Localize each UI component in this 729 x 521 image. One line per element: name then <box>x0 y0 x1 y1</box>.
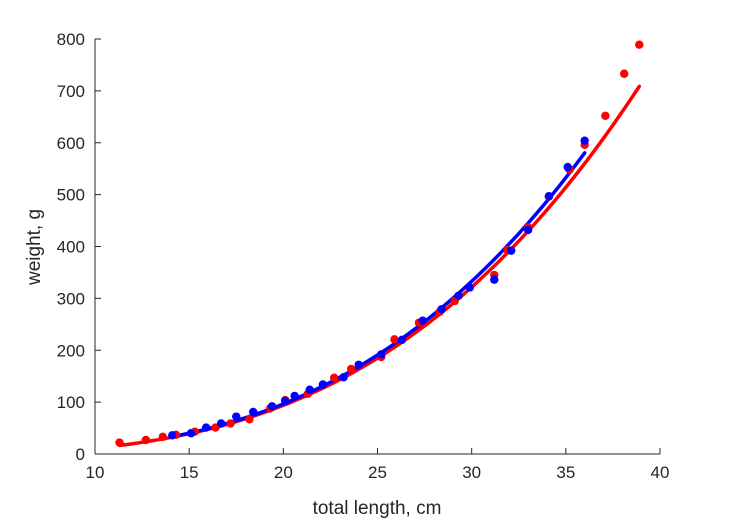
blue-data-point <box>544 191 554 201</box>
blue-data-point <box>201 423 211 432</box>
blue-data-point <box>267 402 277 411</box>
blue-data-point <box>354 360 363 369</box>
blue-data-point <box>418 316 427 325</box>
red-data-point <box>601 111 610 120</box>
red-data-point <box>329 373 339 382</box>
blue-data-point <box>216 419 226 428</box>
blue-data-point <box>465 283 474 292</box>
blue-data-point <box>563 162 572 172</box>
red-data-point <box>245 415 254 424</box>
x-axis-title: total length, cm <box>313 498 442 519</box>
red-fit-line <box>117 84 642 448</box>
blue-data-point <box>232 412 241 421</box>
plot-area <box>115 40 644 448</box>
x-tick-label: 15 <box>180 463 199 482</box>
y-tick-label: 600 <box>57 134 85 153</box>
blue-data-point <box>377 350 386 359</box>
red-data-point <box>226 419 235 428</box>
y-tick-label: 200 <box>57 341 85 360</box>
blue-data-point <box>490 275 499 284</box>
red-data-point <box>141 435 151 445</box>
y-tick-label: 300 <box>57 289 85 308</box>
blue-data-point <box>281 396 290 406</box>
x-tick-label: 20 <box>274 463 293 482</box>
blue-data-point <box>397 335 407 345</box>
blue-data-point <box>168 431 177 440</box>
red-data-point <box>390 335 399 344</box>
blue-fit-line <box>168 151 587 439</box>
blue-data-point <box>290 391 299 401</box>
blue-data-point <box>186 429 196 438</box>
red-data-point <box>620 69 629 78</box>
red-data-point <box>346 364 356 374</box>
y-tick-label: 700 <box>57 82 85 101</box>
red-data-point <box>635 40 644 49</box>
blue-data-point <box>580 136 589 145</box>
y-tick-label: 500 <box>57 186 85 205</box>
y-tick-label: 400 <box>57 238 85 257</box>
x-tick-label: 35 <box>556 463 575 482</box>
blue-data-point <box>454 291 463 300</box>
y-tick-label: 0 <box>76 445 85 464</box>
blue-data-point <box>437 305 446 314</box>
x-tick-label: 10 <box>86 463 105 482</box>
x-tick-label: 40 <box>651 463 670 482</box>
red-data-point <box>158 432 167 442</box>
blue-data-point <box>318 380 328 389</box>
y-tick-label: 100 <box>57 393 85 412</box>
y-axis-title: weight, g <box>24 209 45 286</box>
blue-data-point <box>305 385 314 394</box>
blue-data-point <box>249 407 258 417</box>
red-data-point <box>115 438 124 447</box>
x-tick-label: 25 <box>368 463 387 482</box>
blue-data-point <box>523 225 533 235</box>
y-tick-label: 800 <box>57 30 85 49</box>
blue-data-point <box>339 373 348 382</box>
x-tick-label: 30 <box>462 463 481 482</box>
blue-data-point <box>507 246 516 255</box>
